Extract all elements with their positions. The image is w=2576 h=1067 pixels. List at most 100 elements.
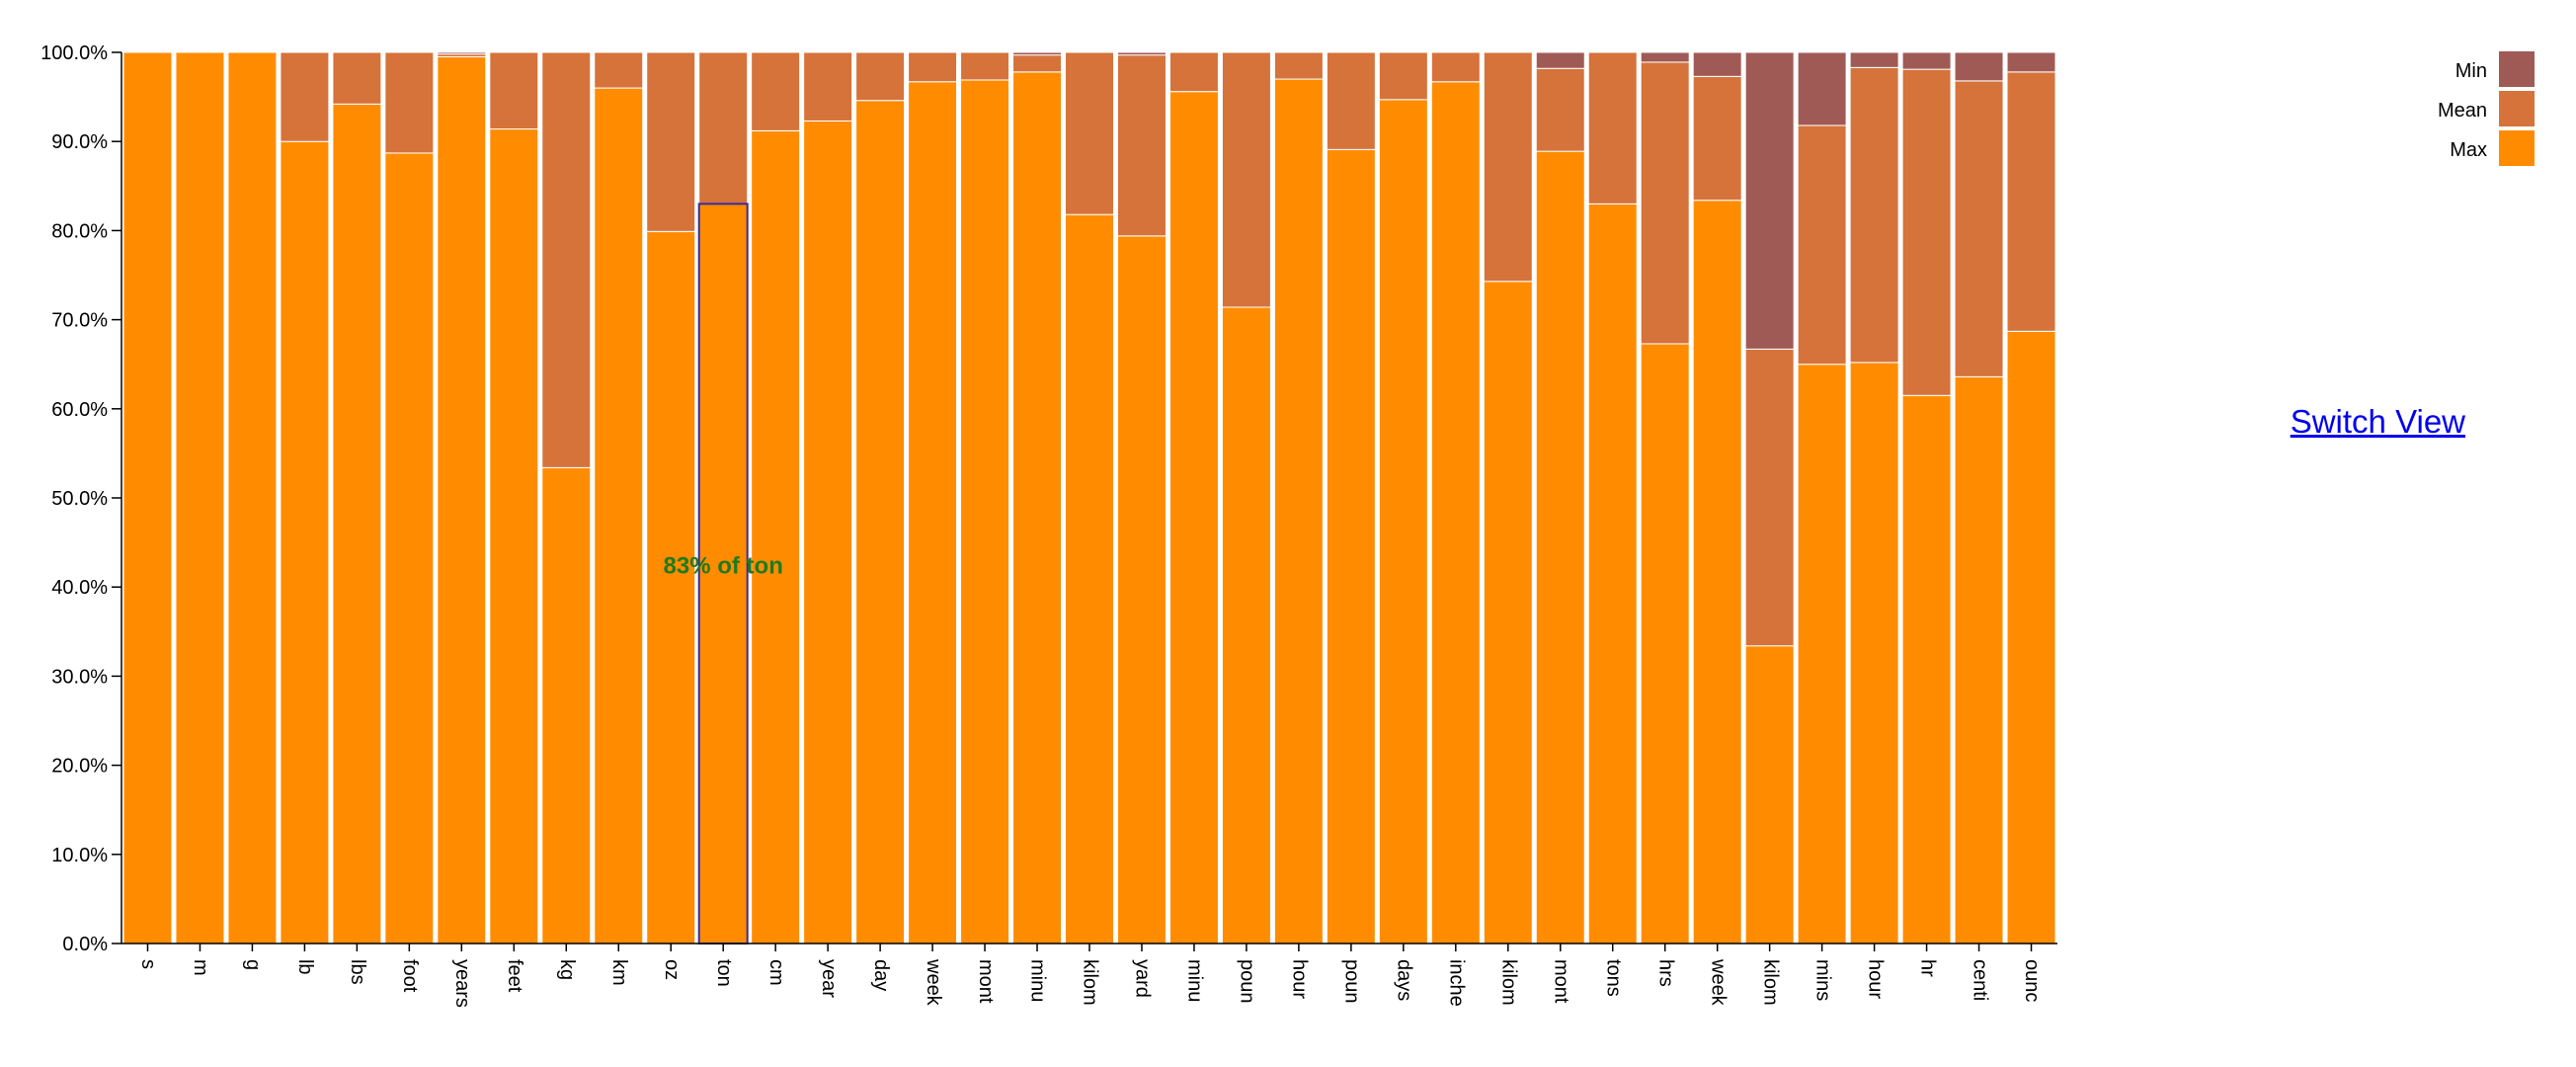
y-tick-label: 40.0%: [51, 577, 108, 599]
bar-segment-mean-minutes[interactable]: [1012, 54, 1063, 73]
bar-segment-min-kilometer[interactable]: [1744, 51, 1795, 350]
bar-segment-max-mins[interactable]: [1797, 364, 1847, 944]
x-tick-label: days: [1394, 959, 1415, 1001]
bar-segment-mean-pounds[interactable]: [1221, 51, 1271, 308]
bar-segment-mean-kilometer[interactable]: [1744, 348, 1795, 647]
bar-segment-mean-months[interactable]: [960, 51, 1010, 81]
bar-segment-max-kilometers[interactable]: [1065, 213, 1114, 944]
x-tick-label: day: [870, 959, 892, 991]
bar-segment-mean-month[interactable]: [1535, 67, 1585, 152]
bar-segment-max-g[interactable]: [227, 51, 278, 944]
x-tick-label: poun: [1341, 959, 1363, 1004]
bar-segment-max-minutes[interactable]: [1012, 71, 1063, 944]
bar-segment-mean-pound[interactable]: [1326, 51, 1376, 150]
bar-segment-min-mins[interactable]: [1797, 51, 1847, 126]
y-tick-label: 50.0%: [51, 488, 108, 510]
bar-segment-mean-hours[interactable]: [1273, 51, 1324, 80]
bar-segment-mean-km[interactable]: [594, 51, 644, 89]
bar-segment-min-week[interactable]: [1692, 51, 1742, 77]
bar-segment-mean-lbs[interactable]: [332, 51, 382, 105]
bar-segment-mean-ton[interactable]: [698, 51, 749, 205]
bar-segment-min-hr[interactable]: [1901, 51, 1952, 70]
bar-segment-min-minutes[interactable]: [1012, 51, 1063, 56]
bar-segment-max-m[interactable]: [175, 51, 225, 944]
bar-segment-max-kg[interactable]: [541, 466, 592, 944]
x-tick-label: lbs: [347, 959, 368, 985]
x-tick-label: foot: [399, 959, 421, 993]
switch-view-link[interactable]: Switch View: [2290, 403, 2465, 440]
bar-segment-mean-week[interactable]: [1692, 75, 1742, 202]
x-tick-label: m: [190, 959, 211, 976]
bar-segment-mean-kilograms[interactable]: [1483, 51, 1533, 283]
bar-segment-max-tons[interactable]: [1587, 203, 1638, 944]
bar-segment-max-s[interactable]: [122, 51, 173, 944]
legend-swatch-max: [2499, 130, 2535, 166]
bar-segment-max-days[interactable]: [1378, 99, 1428, 944]
bar-segment-max-week[interactable]: [1692, 200, 1742, 944]
bar-segment-mean-oz[interactable]: [646, 51, 696, 232]
bar-segment-mean-tons[interactable]: [1587, 51, 1638, 205]
bar-segment-mean-foot[interactable]: [384, 51, 435, 154]
bar-segment-min-month[interactable]: [1535, 51, 1585, 69]
bar-segment-mean-hour[interactable]: [1849, 66, 1899, 364]
x-tick-label: lb: [294, 959, 316, 975]
x-tick-label: minu: [1027, 959, 1049, 1002]
bar-segment-max-pounds[interactable]: [1221, 306, 1271, 944]
bar-segment-max-years[interactable]: [437, 56, 487, 944]
bar-segment-mean-yards[interactable]: [1116, 54, 1167, 237]
bar-segment-max-km[interactable]: [594, 87, 644, 944]
bar-segment-mean-weeks[interactable]: [908, 51, 958, 83]
bar-segment-max-month[interactable]: [1535, 150, 1585, 944]
bar-segment-min-centimeters[interactable]: [1954, 51, 2004, 82]
bar-segment-max-kilometer[interactable]: [1744, 645, 1795, 944]
bar-segment-max-hr[interactable]: [1901, 394, 1952, 944]
bar-segment-max-yards[interactable]: [1116, 235, 1167, 944]
bar-segment-max-minute[interactable]: [1168, 91, 1219, 944]
legend-swatch-mean: [2499, 91, 2535, 126]
x-tick-label: hour: [1864, 959, 1886, 999]
bar-segment-mean-hr[interactable]: [1901, 68, 1952, 396]
bar-segment-max-cm[interactable]: [751, 129, 801, 944]
hover-tooltip-label: 83% of ton: [664, 553, 783, 580]
bar-segment-max-hours[interactable]: [1273, 78, 1324, 944]
bar-segment-max-feet[interactable]: [489, 128, 539, 944]
bar-segment-mean-cm[interactable]: [751, 51, 801, 131]
bar-segment-mean-centimeters[interactable]: [1954, 80, 2004, 377]
bar-segment-max-centimeters[interactable]: [1954, 375, 2004, 944]
bar-segment-max-ounces[interactable]: [2006, 330, 2056, 944]
bar-segment-min-hrs[interactable]: [1640, 51, 1690, 63]
bar-segment-min-hour[interactable]: [1849, 51, 1899, 68]
bar-segment-mean-kilometers[interactable]: [1065, 51, 1114, 215]
bar-segment-max-year[interactable]: [803, 120, 853, 944]
bar-segment-max-hrs[interactable]: [1640, 343, 1690, 944]
bar-segment-max-day[interactable]: [855, 100, 906, 944]
bar-segment-min-yards[interactable]: [1116, 51, 1167, 56]
legend-label-mean: Mean: [2438, 100, 2487, 122]
bar-segment-max-foot[interactable]: [384, 152, 435, 944]
bar-segment-min-ounces[interactable]: [2006, 51, 2056, 73]
bar-segment-mean-mins[interactable]: [1797, 124, 1847, 366]
bar-segment-mean-minute[interactable]: [1168, 51, 1219, 93]
y-tick-label: 0.0%: [62, 934, 108, 955]
bar-segment-mean-hrs[interactable]: [1640, 61, 1690, 345]
x-tick-label: mins: [1811, 959, 1833, 1001]
y-tick-label: 90.0%: [51, 131, 108, 153]
bar-segment-mean-ounces[interactable]: [2006, 71, 2056, 332]
bar-segment-max-weeks[interactable]: [908, 81, 958, 944]
bar-segment-mean-inches[interactable]: [1430, 51, 1481, 83]
bar-segment-max-pound[interactable]: [1326, 148, 1376, 944]
bar-segment-mean-kg[interactable]: [541, 51, 592, 468]
bar-segment-max-lb[interactable]: [280, 140, 330, 944]
bar-segment-max-months[interactable]: [960, 79, 1010, 944]
bar-segment-mean-feet[interactable]: [489, 51, 539, 130]
bar-segment-mean-day[interactable]: [855, 51, 906, 102]
bar-segment-min-years[interactable]: [437, 51, 487, 55]
bar-segment-max-hour[interactable]: [1849, 362, 1899, 944]
bar-segment-mean-year[interactable]: [803, 51, 853, 122]
bar-segment-max-inches[interactable]: [1430, 81, 1481, 944]
bar-segment-max-oz[interactable]: [646, 230, 696, 944]
bar-segment-mean-days[interactable]: [1378, 51, 1428, 101]
bar-segment-mean-lb[interactable]: [280, 51, 330, 142]
bar-segment-max-kilograms[interactable]: [1483, 281, 1533, 944]
bar-segment-max-lbs[interactable]: [332, 103, 382, 944]
